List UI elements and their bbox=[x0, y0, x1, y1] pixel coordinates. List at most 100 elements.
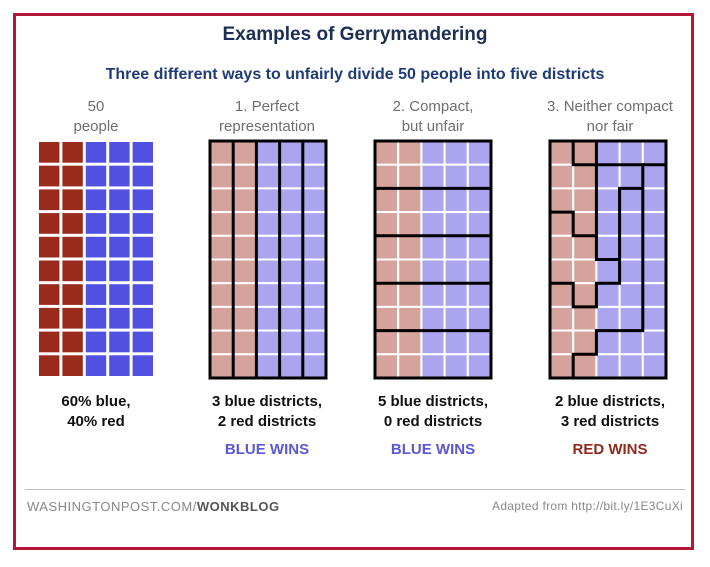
person-cell bbox=[443, 234, 469, 261]
person-cell bbox=[209, 211, 235, 237]
person-square bbox=[85, 189, 107, 211]
panel-heading-line: people bbox=[73, 118, 119, 135]
person-cell bbox=[397, 234, 423, 261]
person-cell bbox=[572, 187, 598, 214]
person-cell bbox=[641, 187, 667, 214]
person-cell bbox=[572, 211, 598, 237]
winner-label-perfect: BLUE WINS bbox=[224, 441, 310, 458]
person-square bbox=[85, 331, 107, 353]
person-cell bbox=[595, 163, 621, 190]
person-cell bbox=[209, 163, 235, 190]
person-cell bbox=[549, 282, 575, 308]
person-cell bbox=[420, 187, 446, 214]
person-cell bbox=[420, 329, 446, 356]
person-cell bbox=[301, 329, 327, 356]
person-square bbox=[109, 331, 130, 353]
person-cell bbox=[374, 211, 400, 237]
person-cell bbox=[278, 234, 304, 261]
panel-heading-line: nor fair bbox=[586, 118, 634, 135]
person-square bbox=[132, 236, 153, 258]
person-square bbox=[132, 331, 153, 353]
person-cell bbox=[595, 140, 621, 166]
district-border bbox=[594, 235, 620, 261]
person-cell bbox=[397, 187, 423, 214]
panel-caption-people: 60% blue, 40% red bbox=[11, 392, 181, 432]
person-square bbox=[85, 284, 107, 305]
person-square bbox=[39, 189, 60, 211]
person-cell bbox=[572, 258, 598, 285]
panel-caption-compact: 5 blue districts, 0 red districts bbox=[348, 392, 518, 432]
person-square bbox=[132, 307, 153, 329]
person-cell bbox=[301, 353, 327, 379]
caption-line: 2 blue districts, bbox=[554, 393, 666, 410]
person-cell bbox=[397, 140, 423, 166]
person-cell bbox=[209, 187, 235, 214]
person-cell bbox=[278, 329, 304, 356]
person-cell bbox=[209, 282, 235, 308]
person-cell bbox=[443, 305, 469, 332]
caption-line: 2 red districts bbox=[217, 413, 317, 430]
person-cell bbox=[466, 353, 492, 379]
person-cell bbox=[374, 163, 400, 190]
person-cell bbox=[443, 211, 469, 237]
person-cell bbox=[278, 258, 304, 285]
person-cell bbox=[301, 140, 327, 166]
person-cell bbox=[278, 305, 304, 332]
person-cell bbox=[618, 305, 644, 332]
person-cell bbox=[572, 353, 598, 379]
person-square bbox=[62, 284, 83, 305]
person-cell bbox=[397, 258, 423, 285]
person-square bbox=[39, 331, 60, 353]
person-cell bbox=[618, 163, 644, 190]
page-title: Examples of Gerrymandering bbox=[222, 24, 488, 45]
person-cell bbox=[595, 329, 621, 356]
person-square bbox=[109, 189, 130, 211]
person-square bbox=[109, 260, 130, 282]
person-cell bbox=[232, 211, 258, 237]
person-cell bbox=[397, 163, 423, 190]
person-cell bbox=[278, 163, 304, 190]
person-cell bbox=[641, 258, 667, 285]
person-cell bbox=[549, 329, 575, 356]
winner-label-compact: BLUE WINS bbox=[390, 441, 476, 458]
district-outline bbox=[208, 139, 328, 380]
person-square bbox=[109, 213, 130, 234]
person-cell bbox=[443, 163, 469, 190]
person-cell bbox=[618, 187, 644, 214]
person-cell bbox=[572, 234, 598, 261]
outer-frame bbox=[13, 13, 694, 550]
person-cell bbox=[374, 329, 400, 356]
person-cell bbox=[374, 140, 400, 166]
person-square bbox=[62, 260, 83, 282]
person-cell bbox=[466, 163, 492, 190]
person-cell bbox=[232, 234, 258, 261]
panel-heading-people: 50 people bbox=[11, 97, 181, 137]
panel-heading-compact: 2. Compact, but unfair bbox=[348, 97, 518, 137]
person-cell bbox=[572, 305, 598, 332]
person-cell bbox=[549, 211, 575, 237]
caption-line: 0 red districts bbox=[383, 413, 483, 430]
panel-heading-line: 1. Perfect bbox=[234, 98, 300, 115]
person-cell bbox=[595, 353, 621, 379]
person-cell bbox=[443, 353, 469, 379]
person-square bbox=[39, 355, 60, 376]
person-cell bbox=[420, 258, 446, 285]
person-cell bbox=[641, 211, 667, 237]
grid-compact-unfair bbox=[373, 139, 493, 380]
person-cell bbox=[301, 258, 327, 285]
person-cell bbox=[301, 187, 327, 214]
person-cell bbox=[255, 282, 281, 308]
person-cell bbox=[397, 329, 423, 356]
person-square bbox=[62, 236, 83, 258]
person-cell bbox=[641, 234, 667, 261]
person-square bbox=[39, 142, 60, 163]
panel-caption-neither: 2 blue districts, 3 red districts bbox=[525, 392, 695, 432]
person-cell bbox=[301, 163, 327, 190]
person-cell bbox=[397, 353, 423, 379]
person-cell bbox=[255, 353, 281, 379]
person-square bbox=[62, 213, 83, 234]
person-cell bbox=[466, 258, 492, 285]
person-square bbox=[62, 307, 83, 329]
person-cell bbox=[443, 329, 469, 356]
